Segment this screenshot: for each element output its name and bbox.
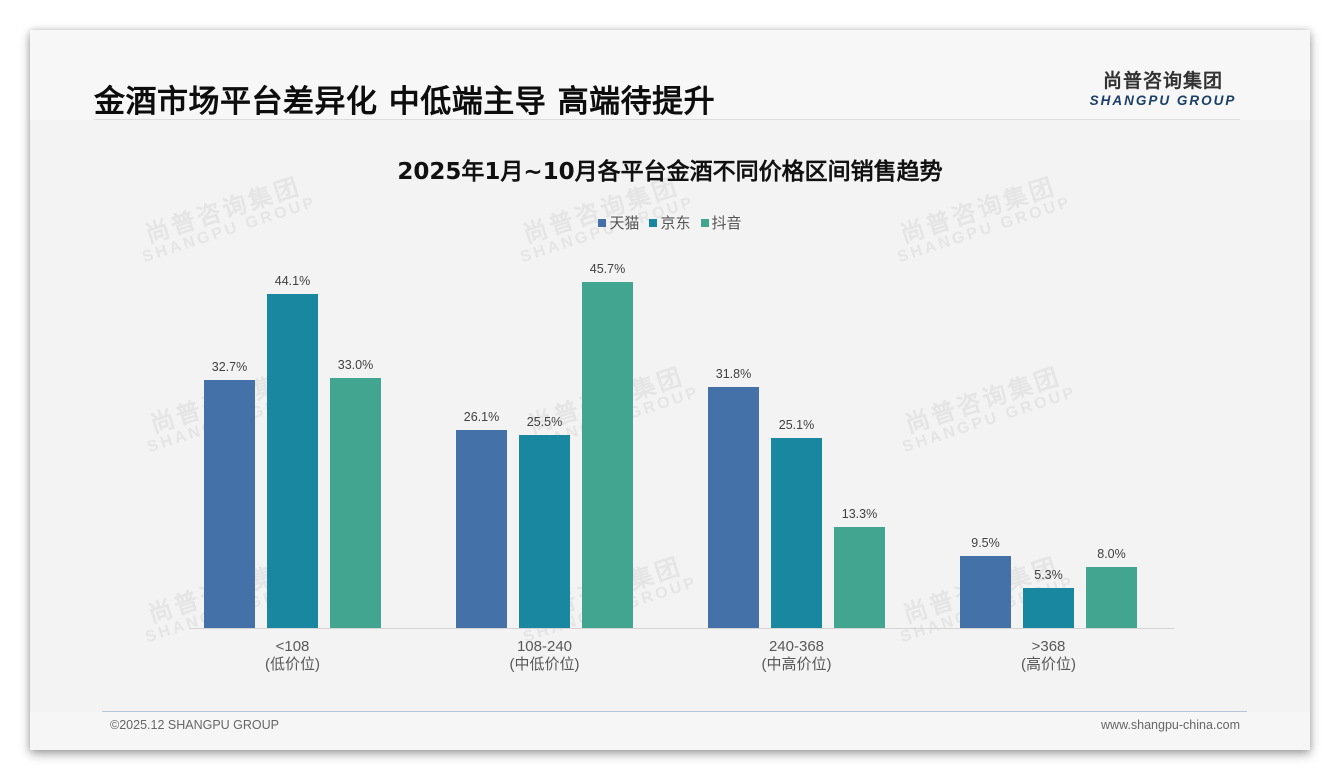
category-range: 108-240: [516, 638, 573, 655]
category-tier: (中低价位): [509, 656, 580, 673]
data-label: 8.0%: [1097, 547, 1126, 562]
bar-tmall: [456, 430, 507, 628]
category-tier: (高价位): [1021, 656, 1076, 673]
footer-copyright: ©2025.12 SHANGPU GROUP: [110, 718, 279, 732]
bar-douyin: [582, 282, 633, 628]
x-axis-line: [190, 628, 1174, 629]
data-label: 44.1%: [274, 274, 311, 289]
data-label: 32.7%: [211, 360, 248, 375]
legend-swatch-douyin-icon: [700, 218, 709, 227]
footer-website: www.shangpu-china.com: [1101, 718, 1240, 732]
logo-english: SHANGPU GROUP: [1089, 93, 1237, 108]
chart-title: 2025年1月~10月各平台金酒不同价格区间销售趋势: [397, 159, 943, 185]
legend-swatch-jd-icon: [649, 218, 658, 227]
category-range: 240-368: [768, 638, 825, 655]
header-divider: [94, 119, 1240, 120]
legend-swatch-tmall-icon: [598, 218, 607, 227]
bar-jd: [771, 437, 822, 628]
data-label: 25.5%: [526, 414, 563, 429]
page-title: 金酒市场平台差异化 中低端主导 高端待提升: [94, 84, 716, 120]
bar-jd: [267, 294, 318, 628]
data-label: 5.3%: [1034, 567, 1063, 582]
bar-douyin: [1086, 567, 1137, 628]
data-label: 9.5%: [971, 536, 1000, 551]
category-tier: (低价位): [265, 656, 320, 673]
data-label: 25.1%: [778, 417, 815, 432]
category-range: <108: [275, 638, 310, 655]
category-label: 240-368 (中高价位): [697, 638, 897, 674]
footer-band: [30, 712, 1310, 750]
footer-divider: [102, 711, 1247, 712]
data-label: 26.1%: [463, 410, 500, 425]
legend-item-tmall: 天猫: [598, 212, 639, 233]
bar-jd: [1023, 587, 1074, 628]
bar-tmall: [708, 387, 759, 628]
data-label: 33.0%: [337, 358, 374, 373]
chart-legend: 天猫 京东 抖音: [30, 212, 1310, 233]
legend-item-jd: 京东: [649, 212, 691, 233]
category-label: >368 (高价位): [949, 638, 1149, 674]
legend-item-douyin: 抖音: [700, 212, 742, 233]
legend-label: 天猫: [609, 215, 640, 232]
legend-label: 抖音: [711, 215, 742, 232]
bar-jd: [519, 434, 570, 628]
legend-label: 京东: [660, 215, 691, 232]
category-tier: (中高价位): [761, 656, 832, 673]
category-label: <108 (低价位): [193, 638, 393, 674]
company-logo: 尚普咨询集团 SHANGPU GROUP: [1088, 66, 1238, 108]
bar-chart-plot: 32.7% 44.1% 33.0% <108 (低价位) 26.1% 25.5% 45.7% 1…: [30, 30, 1310, 750]
logo-chinese: 尚普咨询集团: [1102, 70, 1223, 92]
data-label: 45.7%: [589, 262, 626, 277]
category-label: 108-240 (中低价位): [445, 638, 645, 674]
slide: 尚普咨询集团 SHANGPU GROUP 尚普咨询集团 SHANGPU GROUP …: [30, 30, 1310, 750]
bar-douyin: [834, 527, 885, 628]
bar-douyin: [330, 378, 381, 628]
data-label: 31.8%: [715, 367, 752, 382]
bar-tmall: [960, 556, 1011, 628]
bar-tmall: [204, 380, 255, 628]
header-band: [30, 30, 1310, 120]
category-range: >368: [1031, 638, 1066, 655]
data-label: 13.3%: [841, 507, 878, 522]
